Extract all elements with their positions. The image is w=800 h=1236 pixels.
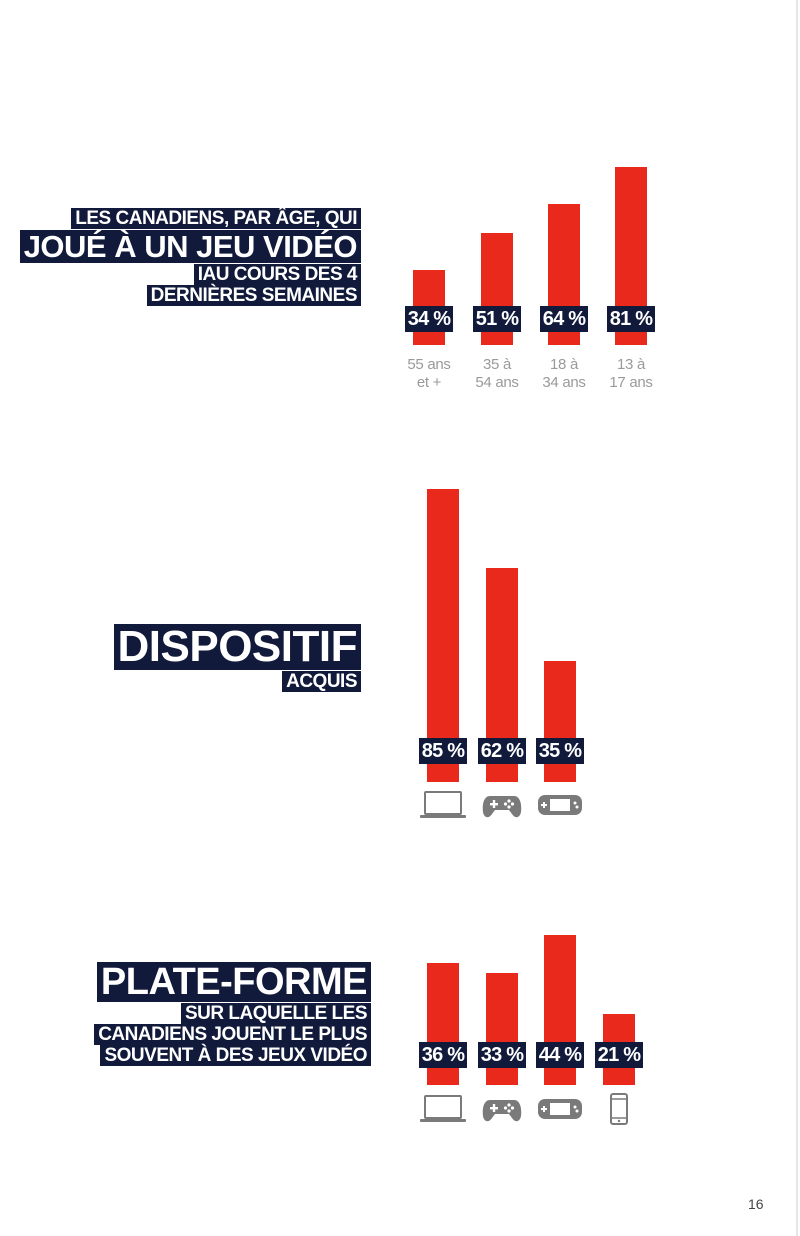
title-line-3: IAU COURS DES 4: [193, 264, 361, 285]
title-line-1: LES CANADIENS, PAR ÂGE, QUI: [71, 208, 361, 229]
value-label: 34 %: [405, 306, 453, 332]
handheld-console-icon: [537, 1096, 583, 1127]
title-line-2: ACQUIS: [282, 671, 361, 692]
value-label: 21 %: [595, 1042, 643, 1068]
category-label: 13 à 17 ans: [596, 356, 666, 392]
category-label: 55 ans et +: [394, 356, 464, 392]
value-label: 36 %: [419, 1042, 467, 1068]
category-label-line: 18 à: [550, 356, 578, 373]
category-label-line: 35 à: [483, 356, 511, 373]
bar: [486, 972, 518, 1085]
device-chart-title: DISPOSITIF ACQUIS: [113, 624, 361, 692]
category-label-line: 13 à: [617, 356, 645, 373]
value-label: 62 %: [478, 738, 526, 764]
value-label: 64 %: [540, 306, 588, 332]
gamepad-icon: [482, 1094, 522, 1129]
page-edge-line: [796, 0, 798, 1236]
title-line-1: DISPOSITIF: [113, 624, 361, 670]
category-label: 18 à 34 ans: [529, 356, 599, 392]
page-number: 16: [748, 1196, 764, 1212]
category-label-line: 54 ans: [475, 374, 519, 391]
title-line-3: CANADIENS JOUENT LE PLUS: [94, 1024, 371, 1045]
category-label-line: 17 ans: [609, 374, 653, 391]
category-label-line: 34 ans: [542, 374, 586, 391]
title-line-2: JOUÉ À UN JEU VIDÉO: [19, 230, 361, 263]
gamepad-icon: [482, 790, 522, 825]
bar: [427, 488, 459, 782]
value-label: 81 %: [607, 306, 655, 332]
title-line-2: SUR LAQUELLE LES: [180, 1003, 371, 1024]
title-line-4: DERNIÈRES SEMAINES: [146, 285, 361, 306]
handheld-console-icon: [537, 792, 583, 823]
value-label: 33 %: [478, 1042, 526, 1068]
platform-chart-title: PLATE-FORME SUR LAQUELLE LES CANADIENS J…: [94, 962, 371, 1066]
category-label-line: et +: [416, 374, 442, 391]
smartphone-icon: [609, 1093, 629, 1130]
laptop-icon: [419, 790, 467, 825]
title-line-1: PLATE-FORME: [96, 962, 371, 1002]
value-label: 35 %: [536, 738, 584, 764]
category-label-line: 55 ans: [407, 356, 451, 373]
laptop-icon: [419, 1094, 467, 1129]
value-label: 51 %: [473, 306, 521, 332]
category-label: 35 à 54 ans: [462, 356, 532, 392]
value-label: 85 %: [419, 738, 467, 764]
age-chart-title: LES CANADIENS, PAR ÂGE, QUI JOUÉ À UN JE…: [19, 208, 361, 306]
title-line-4: SOUVENT À DES JEUX VIDÉO: [100, 1045, 371, 1066]
value-label: 44 %: [536, 1042, 584, 1068]
